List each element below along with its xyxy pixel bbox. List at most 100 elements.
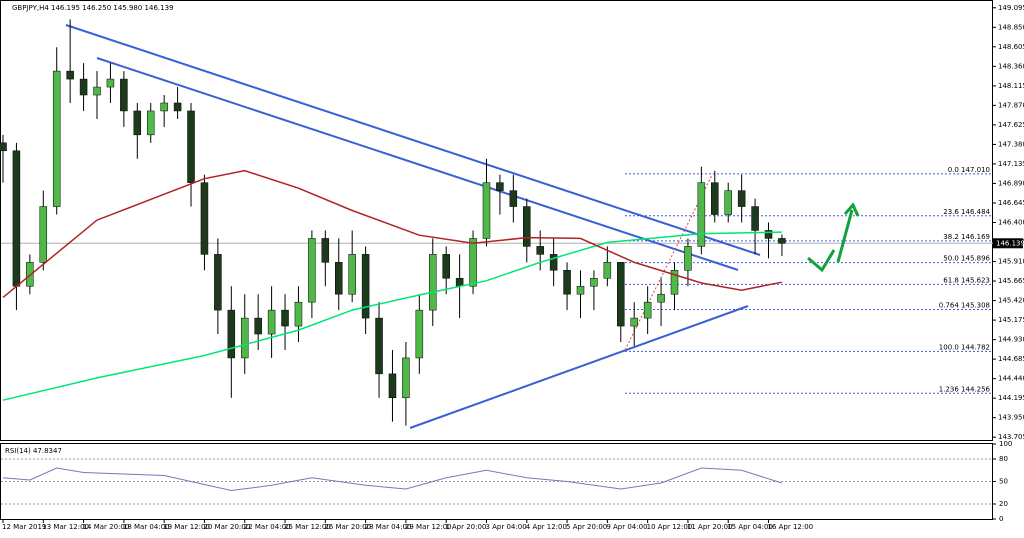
candle-body [66, 70, 74, 80]
candle-body [455, 278, 464, 287]
price-box [993, 238, 1023, 249]
candle-body [737, 190, 746, 207]
y-tick-label: 143.705 [998, 433, 1024, 441]
candle-body [482, 182, 491, 239]
y-tick-label: 145.420 [998, 297, 1024, 305]
x-tick-label: 12 Mar 2019 [2, 523, 46, 531]
rsi-line [2, 467, 783, 492]
y-tick-label: 146.645 [998, 199, 1024, 207]
rsi-tick-label: 80 [999, 455, 1008, 463]
x-tick-label: 4 Apr 12:00 [526, 523, 567, 531]
fib-label: 0.0 147.010 [948, 166, 990, 174]
moving-average [2, 231, 782, 401]
fib-label: 23.6 146.484 [943, 208, 990, 216]
x-tick-label: 26 Mar 20:00 [324, 523, 371, 531]
candle-body [0, 142, 7, 152]
rsi-title: RSI(14) 47.8347 [5, 447, 62, 455]
main-panel [0, 0, 993, 441]
candle-body [711, 182, 719, 215]
arrow [836, 202, 860, 263]
candle-body [52, 70, 61, 207]
candle-body [429, 254, 437, 311]
y-tick-label: 147.380 [998, 140, 1024, 148]
candle-body [26, 262, 34, 287]
x-tick-label: 22 Mar 04:00 [244, 523, 291, 531]
y-tick-label: 144.930 [998, 336, 1024, 344]
candle-body [415, 309, 424, 359]
x-tick-label: 9 Apr 04:00 [606, 523, 647, 531]
trend-line [96, 57, 739, 271]
trend-line [65, 24, 761, 256]
y-tick-label: 147.625 [998, 121, 1024, 129]
candle-body [348, 254, 356, 295]
candle-body [778, 238, 786, 244]
rsi-tick-label: 50 [999, 478, 1008, 486]
y-tick-label: 146.890 [998, 179, 1024, 187]
candle-body [697, 182, 706, 247]
candle-body [93, 86, 101, 96]
candle-body [79, 78, 88, 96]
candle-body [187, 110, 195, 183]
x-tick-label: 15 Apr 04:00 [727, 523, 773, 531]
candle-body [173, 102, 182, 112]
y-tick-label: 145.665 [998, 277, 1024, 285]
candle-body [469, 238, 477, 287]
y-tick-label: 149.095 [998, 4, 1024, 12]
candle-body [321, 238, 330, 263]
candle-body [146, 110, 155, 136]
candle-body [39, 206, 48, 263]
support-line [409, 305, 749, 429]
fib-label: 1.236 144.256 [939, 385, 991, 393]
candle-body [361, 254, 370, 319]
x-tick-label: 16 Apr 12:00 [768, 523, 814, 531]
candle-body [254, 317, 262, 335]
candle-body [684, 246, 692, 271]
candle-body [160, 102, 168, 112]
rsi-tick-label: 100 [999, 440, 1012, 448]
fib-label: 50.0 145.896 [943, 255, 990, 263]
x-tick-label: 19 Mar 12:00 [163, 523, 210, 531]
candle-body [106, 78, 115, 88]
candle-body [670, 270, 679, 295]
y-tick-label: 144.685 [998, 355, 1024, 363]
y-tick-label: 143.950 [998, 414, 1024, 422]
x-tick-label: 14 Mar 20:00 [83, 523, 130, 531]
x-tick-label: 13 Mar 12:00 [42, 523, 89, 531]
x-tick-label: 11 Apr 20:00 [687, 523, 733, 531]
x-tick-label: 18 Mar 04:00 [123, 523, 170, 531]
candle-body [308, 238, 316, 303]
y-tick-label: 145.175 [998, 316, 1024, 324]
candle-body [133, 110, 142, 136]
y-tick-label: 147.870 [998, 101, 1024, 109]
rsi-tick-label: 0 [999, 515, 1003, 523]
candle-body [764, 230, 773, 239]
x-tick-label: 3 Apr 04:00 [485, 523, 526, 531]
rsi-tick-label: 20 [999, 500, 1008, 508]
arrow [807, 249, 836, 273]
x-tick-label: 5 Apr 20:00 [566, 523, 607, 531]
y-tick-label: 146.400 [998, 218, 1024, 226]
fib-label: 61.8 145.623 [943, 276, 990, 284]
fib-label: 0.764 145.308 [939, 301, 990, 309]
candle-body [240, 317, 249, 359]
x-tick-label: 10 Apr 12:00 [647, 523, 693, 531]
candle-body [281, 309, 289, 327]
candle-body [214, 254, 222, 311]
y-tick-label: 144.440 [998, 375, 1024, 383]
candle-body [375, 317, 383, 375]
candle-body [724, 190, 732, 215]
candle-body [227, 309, 236, 359]
candle-body [388, 373, 397, 399]
x-tick-label: 25 Mar 12:00 [284, 523, 331, 531]
y-tick-label: 147.135 [998, 160, 1024, 168]
y-tick-label: 148.605 [998, 43, 1024, 51]
x-tick-label: 20 Mar 20:00 [203, 523, 250, 531]
y-tick-label: 148.850 [998, 23, 1024, 31]
fib-label: 38.2 146.169 [943, 233, 990, 241]
candle-body [442, 254, 450, 279]
candle-body [630, 317, 638, 327]
candle-body [509, 190, 518, 207]
y-tick-label: 144.195 [998, 394, 1024, 402]
fib-anchor [624, 174, 713, 351]
candle-body [603, 262, 612, 279]
